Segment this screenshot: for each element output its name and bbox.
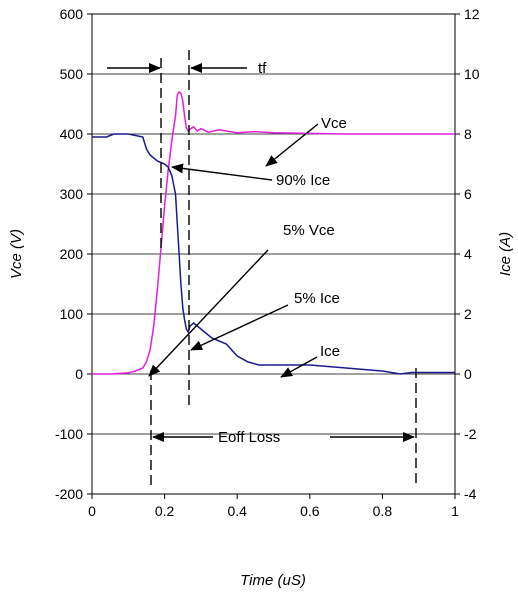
left-tick-label-2: 0 <box>75 366 83 382</box>
ice90-callout-arrow <box>171 163 273 181</box>
x-tick-label-5: 1 <box>451 503 459 519</box>
right-tick-label-1: -2 <box>464 426 477 442</box>
annotation-vce: Vce <box>321 115 347 132</box>
vce5-callout-arrow <box>148 249 269 377</box>
right-tick-label-4: 4 <box>464 246 472 262</box>
series-line-vce <box>92 90 455 375</box>
vce-callout-arrow <box>265 123 319 167</box>
annotation-eoff-loss: Eoff Loss <box>218 429 280 446</box>
left-tick-label-5: 300 <box>60 186 84 202</box>
plot-frame <box>91 13 456 495</box>
annotation-ice-90: 90% Ice <box>276 172 330 189</box>
right-tick-label-0: -4 <box>464 486 477 502</box>
right-tick-label-5: 6 <box>464 186 472 202</box>
left-axis-ticks: -200 -100 0 100 200 300 400 500 600 <box>55 6 92 502</box>
right-tick-label-6: 8 <box>464 126 472 142</box>
left-tick-label-6: 400 <box>60 126 84 142</box>
right-tick-label-7: 10 <box>464 66 480 82</box>
left-tick-label-4: 200 <box>60 246 84 262</box>
right-tick-label-2: 0 <box>464 366 472 382</box>
x-tick-label-0: 0 <box>88 503 96 519</box>
ice-callout-arrow <box>280 356 318 378</box>
x-tick-label-2: 0.4 <box>227 503 247 519</box>
gridlines <box>92 13 455 495</box>
annotation-ice: Ice <box>320 343 340 360</box>
left-tick-label-1: -100 <box>55 426 83 442</box>
x-axis-ticks: 0 0.2 0.4 0.6 0.8 1 <box>88 494 459 519</box>
left-tick-label-8: 600 <box>60 6 84 22</box>
left-tick-label-7: 500 <box>60 66 84 82</box>
x-axis-title: Time (uS) <box>240 572 306 589</box>
annotation-ice-5: 5% Ice <box>294 290 340 307</box>
x-tick-label-3: 0.6 <box>300 503 320 519</box>
annotation-tf: tf <box>258 60 267 77</box>
y-axis-title-right: Ice (A) <box>497 232 514 276</box>
right-tick-label-3: 2 <box>464 306 472 322</box>
annotation-vce-5: 5% Vce <box>283 222 335 239</box>
right-axis-ticks: -4 -2 0 2 4 6 8 10 12 <box>455 6 480 502</box>
right-tick-label-8: 12 <box>464 6 480 22</box>
y-axis-title-left: Vce (V) <box>8 229 25 279</box>
ice5-callout-arrow <box>190 304 289 351</box>
x-tick-label-4: 0.8 <box>373 503 393 519</box>
series-line-ice <box>92 133 455 375</box>
x-tick-label-1: 0.2 <box>155 503 175 519</box>
left-tick-label-3: 100 <box>60 306 84 322</box>
left-tick-label-0: -200 <box>55 486 83 502</box>
